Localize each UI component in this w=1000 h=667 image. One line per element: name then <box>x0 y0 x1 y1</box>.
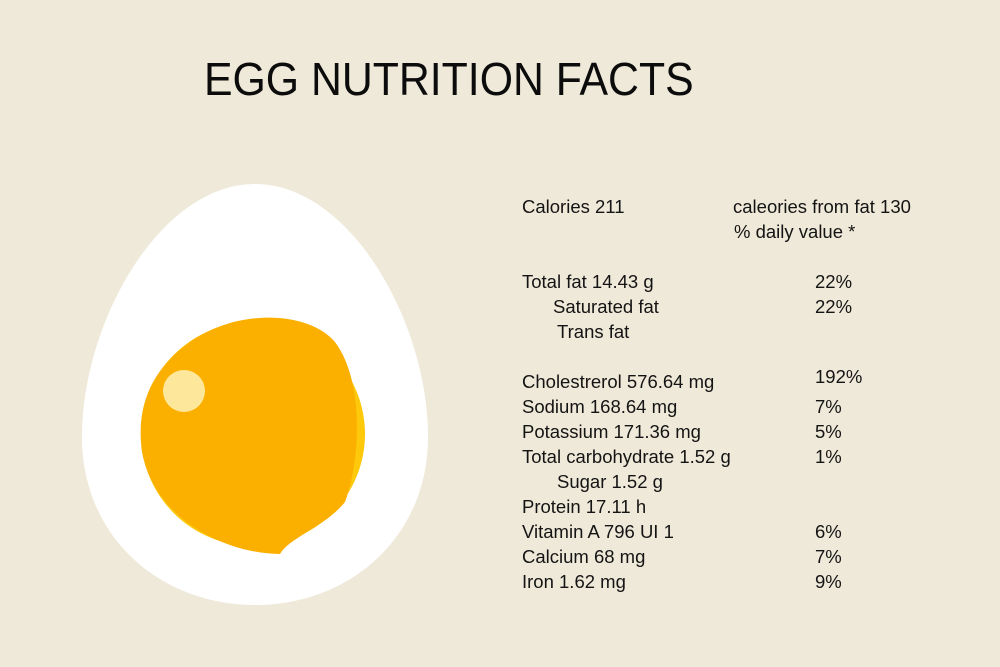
nutrient-dv: 9% <box>815 571 842 592</box>
nutrient-dv: 7% <box>815 396 842 417</box>
nutrient-dv: 5% <box>815 421 842 442</box>
nutrient-label: Sugar 1.52 g <box>557 471 663 492</box>
egg-half-icon <box>80 182 430 607</box>
nutrient-label: Trans fat <box>557 321 630 342</box>
nutrient-label: Sodium 168.64 mg <box>522 396 678 417</box>
nutrient-dv: 6% <box>815 521 842 542</box>
nutrient-dv: 192% <box>815 366 863 387</box>
calories-from-fat-text: caleories from fat 130 <box>733 196 911 217</box>
nutrient-dv: 22% <box>815 296 853 317</box>
nutrient-label: Saturated fat <box>553 296 659 317</box>
nutrient-label: Iron 1.62 mg <box>522 571 626 592</box>
daily-value-label: % daily value * <box>734 221 856 242</box>
nutrient-label: Protein 17.11 h <box>522 496 647 517</box>
nutrient-dv: 22% <box>815 271 853 292</box>
page-title: EGG NUTRITION FACTS <box>204 53 694 105</box>
nutrient-label: Vitamin A 796 UI 1 <box>522 521 674 542</box>
nutrient-label: Cholestrerol 576.64 mg <box>522 371 715 392</box>
nutrient-dv: 7% <box>815 546 842 567</box>
nutrient-dv: 1% <box>815 446 842 467</box>
nutrient-label: Total fat 14.43 g <box>522 271 654 292</box>
nutrient-label: Total carbohydrate 1.52 g <box>522 446 731 467</box>
nutrient-label: Calcium 68 mg <box>522 546 646 567</box>
nutrient-label: Potassium 171.36 mg <box>522 421 701 442</box>
calories-text: Calories 211 <box>522 196 625 217</box>
